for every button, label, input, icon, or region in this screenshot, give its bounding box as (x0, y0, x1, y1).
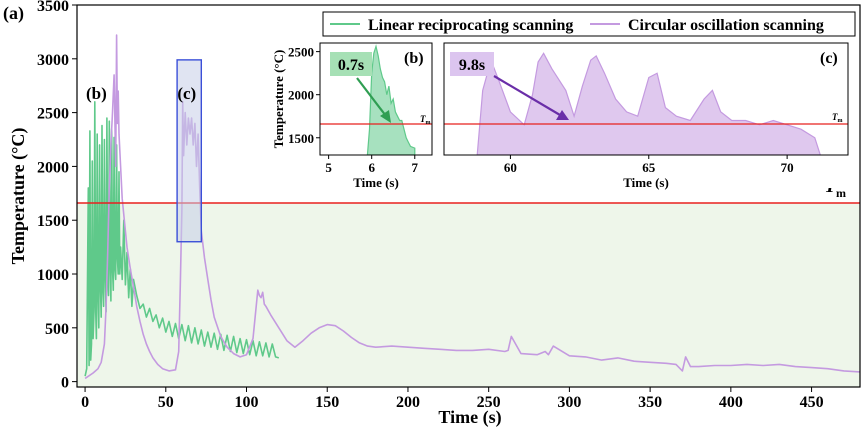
y-axis-ticks: 0 500 1000 1500 2000 2500 3000 3500 (37, 0, 77, 392)
inset-b: 5 6 7 1500 2000 2500 Time (s) Temperature (°… (268, 38, 436, 190)
inset-x-tick-label: 5 (325, 160, 332, 175)
x-tick-label: 300 (557, 394, 581, 411)
inset-c-annotation-box (450, 52, 494, 76)
legend-box (322, 11, 856, 37)
y-tick-label: 500 (45, 321, 69, 338)
panel-label: (a) (3, 3, 24, 24)
inset-c-x-ticks: 60 65 70 (504, 155, 794, 175)
y-tick-label: 2000 (37, 159, 69, 176)
y-tick-label: 3500 (37, 0, 69, 15)
x-axis-label: Time (s) (438, 407, 501, 428)
inset-x-tick-label: 60 (504, 160, 517, 175)
inset-b-threshold-label: Tm (420, 114, 431, 126)
inset-c-annotation: 9.8s (459, 57, 485, 74)
main-series-lines (84, 34, 860, 380)
y-tick-label: 2500 (37, 106, 69, 123)
marker-label: (c) (177, 84, 196, 103)
below-threshold-region (77, 202, 860, 387)
zoom-box (176, 59, 203, 243)
inset-c-tm-sub: m (838, 118, 843, 124)
inset-b-y-ticks: 1500 2000 2500 (288, 45, 320, 146)
inset-c: 60 65 70 Time (s) (c) Tm 9.8s (440, 38, 858, 190)
y-tick-label: 1500 (37, 213, 69, 230)
inset-b-panel-label: (b) (404, 50, 424, 67)
inset-x-tick-label: 7 (412, 160, 419, 175)
x-tick-label: 400 (719, 394, 743, 411)
inset-b-x-ticks: 5 6 7 (325, 155, 419, 175)
x-axis-ticks: 0 50 100 150 200 250 300 350 400 450 (81, 387, 824, 411)
x-tick-label: 100 (235, 394, 259, 411)
y-tick-label: 0 (61, 375, 69, 392)
inset-b-y-label: Temperature (°C) (271, 50, 286, 149)
inset-c-tm-main: T (832, 112, 838, 122)
inset-y-tick-label: 2500 (288, 45, 314, 60)
inset-b-tm-main: T (420, 114, 426, 124)
inset-c-x-label: Time (s) (623, 175, 669, 190)
threshold-label-sub: m (836, 186, 846, 200)
y-tick-label: 3000 (37, 52, 69, 69)
x-tick-label: 0 (81, 394, 89, 411)
legend-label-linear: Linear reciprocating scanning (368, 17, 573, 34)
inset-c-arrowhead (556, 110, 569, 120)
inset-b-annotation-box (330, 52, 372, 76)
series-line-0 (84, 101, 280, 377)
marker-labels: (b) (c) (86, 84, 196, 103)
main-plot-frame (76, 4, 861, 388)
inset-c-panel-label: (c) (820, 50, 838, 67)
inset-b-tm-sub: m (426, 120, 431, 126)
inset-b-annotation: 0.7s (338, 57, 364, 74)
x-tick-label: 50 (158, 394, 174, 411)
inset-c-frame (443, 42, 849, 156)
legend: Linear reciprocating scanning Circular o… (322, 11, 856, 37)
inset-b-arrow (356, 77, 387, 117)
legend-label-circular: Circular oscillation scanning (628, 17, 824, 34)
inset-c-threshold-label: Tm (832, 112, 843, 124)
inset-x-tick-label: 70 (781, 160, 794, 175)
inset-x-tick-label: 6 (368, 160, 375, 175)
inset-b-series (366, 44, 416, 155)
inset-series-area (366, 44, 416, 155)
x-tick-label: 250 (477, 394, 501, 411)
series-line-1 (84, 34, 860, 380)
inset-y-tick-label: 1500 (288, 131, 314, 146)
y-tick-label: 1000 (37, 267, 69, 284)
x-tick-label: 350 (638, 394, 662, 411)
y-axis-label: Temperature (°C) (8, 128, 29, 265)
inset-b-frame (319, 42, 433, 156)
inset-c-arrow (493, 75, 561, 116)
inset-x-tick-label: 65 (642, 160, 656, 175)
inset-b-arrowhead (380, 110, 391, 123)
inset-b-x-label: Time (s) (353, 175, 399, 190)
inset-y-tick-label: 2000 (288, 88, 314, 103)
x-tick-label: 450 (800, 394, 824, 411)
marker-label: (b) (86, 84, 107, 103)
x-tick-label: 200 (396, 394, 420, 411)
x-tick-label: 150 (315, 394, 339, 411)
